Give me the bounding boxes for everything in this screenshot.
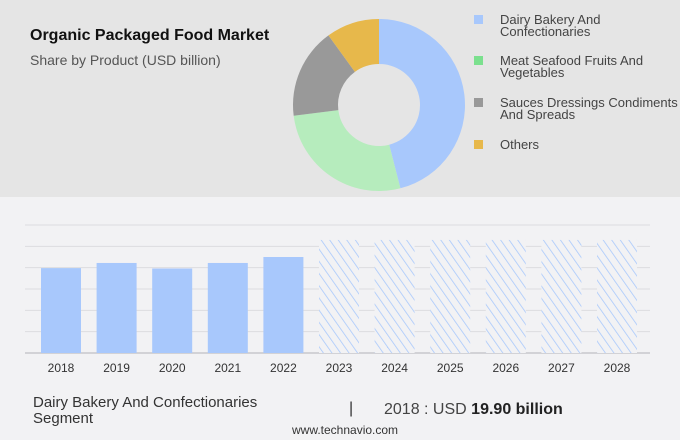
bar <box>207 262 248 353</box>
donut-slice <box>293 35 355 116</box>
legend: Dairy Bakery And Confectionaries Meat Sea… <box>0 0 680 197</box>
legend-swatch <box>474 140 483 149</box>
x-tick-label: 2019 <box>103 361 130 375</box>
x-tick-label: 2022 <box>270 361 297 375</box>
legend-label: Dairy Bakery And Confectionaries <box>500 12 601 39</box>
bar <box>96 262 137 353</box>
forecast-bar <box>430 239 471 353</box>
donut-slice <box>328 19 379 72</box>
value-amount: 19.90 billion <box>471 401 563 418</box>
legend-item: Meat Seafood Fruits And Vegetables <box>474 54 674 85</box>
bar <box>263 257 304 353</box>
bar <box>41 268 81 353</box>
bar <box>152 268 193 353</box>
legend-item: Others <box>474 138 674 169</box>
legend-swatch <box>474 98 483 107</box>
forecast-bar <box>597 239 637 353</box>
chart-title: Organic Packaged Food Market <box>30 27 270 44</box>
website-link[interactable]: www.technavio.com <box>292 423 399 437</box>
segment-name: Dairy Bakery And Confectionaries <box>33 394 258 411</box>
segment-value: 2018 : USD 19.90 billion <box>384 401 563 419</box>
bar-chart: 2018 2019 2020 2021 2022 2023 2024 2025 2026 2027… <box>25 224 650 375</box>
x-tick-label: 2024 <box>381 361 408 375</box>
x-tick-label: 2025 <box>437 361 464 375</box>
chart-subtitle: Share by Product (USD billion) <box>30 52 221 68</box>
forecast-bar <box>485 239 526 353</box>
segment-label: Dairy Bakery And Confectionaries Segment <box>33 395 257 427</box>
x-tick-label: 2026 <box>492 361 519 375</box>
x-tick-label: 2023 <box>326 361 353 375</box>
legend-label: Sauces Dressings Condiments And Spreads <box>500 95 678 122</box>
legend-item: Sauces Dressings Condiments And Spreads <box>474 96 678 127</box>
legend-label: Meat Seafood Fruits And Vegetables <box>500 53 644 80</box>
donut-slice <box>293 110 401 192</box>
forecast-bar <box>319 239 359 353</box>
x-tick-label: 2027 <box>548 361 575 375</box>
separator: | <box>349 400 354 417</box>
forecast-bar <box>374 239 415 353</box>
year-prefix: 2018 : USD <box>384 401 467 418</box>
legend-item: Dairy Bakery And Confectionaries <box>474 13 674 44</box>
segment-suffix: Segment <box>33 410 94 427</box>
x-tick-label: 2028 <box>604 361 631 375</box>
legend-swatch <box>474 15 483 24</box>
legend-label: Others <box>500 137 540 152</box>
forecast-bar <box>541 239 582 353</box>
donut-chart <box>293 19 465 192</box>
x-tick-label: 2020 <box>159 361 186 375</box>
legend-swatch <box>474 56 483 65</box>
donut-slice <box>379 19 465 189</box>
x-tick-label: 2021 <box>214 361 241 375</box>
x-tick-label: 2018 <box>48 361 75 375</box>
